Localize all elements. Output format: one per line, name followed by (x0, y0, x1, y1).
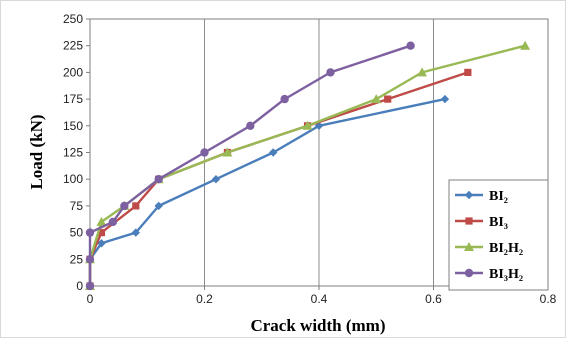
y-tick-label: 50 (70, 226, 84, 240)
x-axis-title: Crack width (mm) (250, 316, 385, 335)
data-point (384, 95, 392, 103)
data-point (96, 216, 107, 226)
legend: BI₂ BI₃ BI₂H₂ BI₃H₂ (448, 179, 549, 291)
legend-label: BI₃ (489, 215, 508, 230)
data-point (302, 120, 313, 130)
data-point (85, 281, 95, 291)
data-point (440, 94, 450, 104)
x-tick-label: 0.2 (196, 292, 213, 306)
y-tick-label: 250 (63, 12, 83, 26)
legend-marker (465, 217, 473, 225)
data-point (97, 229, 106, 237)
legend-marker (464, 268, 474, 278)
legend-label: BI₂H₂ (489, 241, 523, 256)
data-point (269, 148, 278, 157)
data-point (108, 217, 118, 227)
data-point (406, 41, 415, 50)
series-4 (85, 41, 415, 291)
legend-marker (464, 242, 474, 251)
data-point (154, 201, 163, 211)
data-point (222, 147, 233, 157)
data-point (131, 228, 140, 237)
y-tick-label: 25 (70, 252, 84, 266)
data-point (520, 40, 531, 50)
data-point (246, 121, 255, 130)
data-point (85, 228, 95, 237)
data-point (417, 67, 428, 77)
data-point (120, 201, 129, 211)
data-point (280, 94, 289, 104)
data-point (154, 175, 163, 184)
tick-labels: 0 0.2 0.4 0.6 0.8 0 25 50 75 100 125 150 175 200 225 25… (63, 12, 557, 306)
legend-label: BI₂ (489, 189, 508, 204)
data-point (326, 68, 335, 77)
data-point (464, 68, 472, 76)
data-point (85, 255, 95, 264)
data-point (200, 148, 209, 157)
data-point (132, 202, 140, 210)
y-tick-label: 150 (63, 119, 83, 133)
y-axis-title: Load (kN) (27, 114, 46, 189)
data-point (314, 121, 324, 130)
data-point (97, 239, 106, 248)
x-tick-label: 0.8 (540, 292, 557, 306)
y-tick-label: 175 (63, 92, 83, 106)
x-tick-label: 0 (87, 292, 94, 306)
y-tick-label: 0 (76, 279, 83, 293)
series-line (88, 44, 526, 286)
y-tick-label: 225 (63, 39, 83, 53)
x-tick-label: 0.6 (425, 292, 442, 306)
series-group (85, 40, 531, 291)
legend-marker (464, 190, 474, 200)
x-tick-label: 0.4 (311, 292, 328, 306)
series-1 (85, 94, 450, 291)
data-point (211, 175, 221, 184)
legend-label: BI₃H₂ (489, 267, 523, 282)
y-tick-label: 125 (63, 146, 83, 160)
plot-area-border (89, 18, 549, 287)
data-point (371, 94, 382, 104)
y-tick-label: 200 (63, 65, 83, 79)
y-tick-label: 100 (63, 172, 83, 186)
y-tick-label: 75 (70, 199, 84, 213)
